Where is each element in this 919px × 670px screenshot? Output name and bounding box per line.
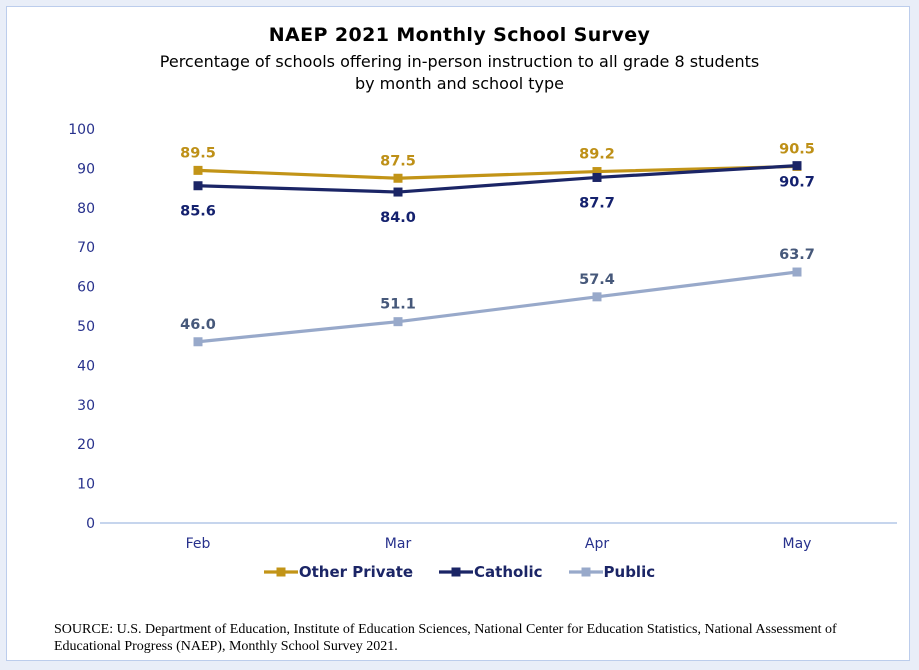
chart-title: NAEP 2021 Monthly School Survey	[268, 24, 651, 46]
series-marker-other-private	[592, 167, 602, 177]
series-marker-catholic	[792, 161, 802, 171]
legend-item-catholic: Catholic	[439, 563, 543, 581]
source-note: SOURCE: U.S. Department of Education, In…	[54, 622, 837, 654]
series-marker-catholic	[193, 181, 203, 191]
legend-marker-icon	[263, 567, 298, 577]
y-axis-tick-label: 80	[77, 201, 95, 217]
series-marker-public	[592, 292, 602, 302]
x-axis-label: Feb	[186, 536, 211, 552]
series-marker-catholic	[393, 187, 403, 197]
data-label-catholic: 90.7	[779, 175, 815, 191]
data-label-other-private: 89.2	[579, 147, 615, 163]
data-label-other-private: 90.5	[779, 141, 815, 157]
legend-label: Public	[603, 563, 656, 581]
data-label-public: 63.7	[779, 247, 815, 263]
series-marker-public	[792, 267, 802, 277]
data-label-catholic: 84.0	[380, 210, 416, 226]
y-axis-tick-label: 40	[77, 358, 95, 374]
legend-label: Catholic	[474, 563, 543, 581]
y-axis-tick-label: 70	[77, 240, 95, 256]
data-label-catholic: 85.6	[180, 204, 216, 220]
legend-marker-icon	[568, 567, 603, 577]
data-label-public: 57.4	[579, 272, 615, 288]
series-marker-other-private	[193, 165, 203, 175]
y-axis-tick-label: 20	[77, 437, 95, 453]
y-axis-tick-label: 60	[77, 280, 95, 296]
y-axis-tick-label: 100	[68, 122, 95, 138]
series-marker-other-private	[393, 173, 403, 183]
data-label-other-private: 89.5	[180, 145, 216, 161]
y-axis-tick-label: 50	[77, 319, 95, 335]
y-axis-tick-label: 10	[77, 477, 95, 493]
data-label-public: 46.0	[180, 317, 216, 333]
data-label-catholic: 87.7	[579, 195, 615, 211]
series-marker-catholic	[592, 172, 602, 182]
y-axis-tick-label: 0	[86, 516, 95, 532]
legend-item-other-private: Other Private	[263, 563, 414, 581]
series-line-public	[197, 270, 798, 344]
data-label-public: 51.1	[380, 297, 416, 313]
x-axis-label: Apr	[585, 536, 609, 552]
chart-legend: Other Private Catholic Public	[0, 563, 919, 581]
y-axis-tick-label: 90	[77, 161, 95, 177]
series-line-catholic	[197, 164, 798, 194]
data-label-other-private: 87.5	[380, 153, 416, 169]
legend-label: Other Private	[298, 563, 414, 581]
series-marker-public	[393, 317, 403, 327]
chart-subtitle: Percentage of schools offering in-person…	[159, 52, 760, 93]
x-axis-label: May	[783, 536, 812, 552]
legend-item-public: Public	[568, 563, 656, 581]
series-line-other-private	[197, 164, 798, 180]
line-chart: 0 10 20 30 40 50 60 70 80 90 100 Feb Mar Apr May 46.0 51…	[68, 122, 897, 552]
series-marker-public	[193, 337, 203, 347]
legend-marker-icon	[439, 567, 474, 577]
y-axis-tick-label: 30	[77, 398, 95, 414]
chart-panel	[6, 6, 910, 661]
x-axis-label: Mar	[385, 536, 412, 552]
